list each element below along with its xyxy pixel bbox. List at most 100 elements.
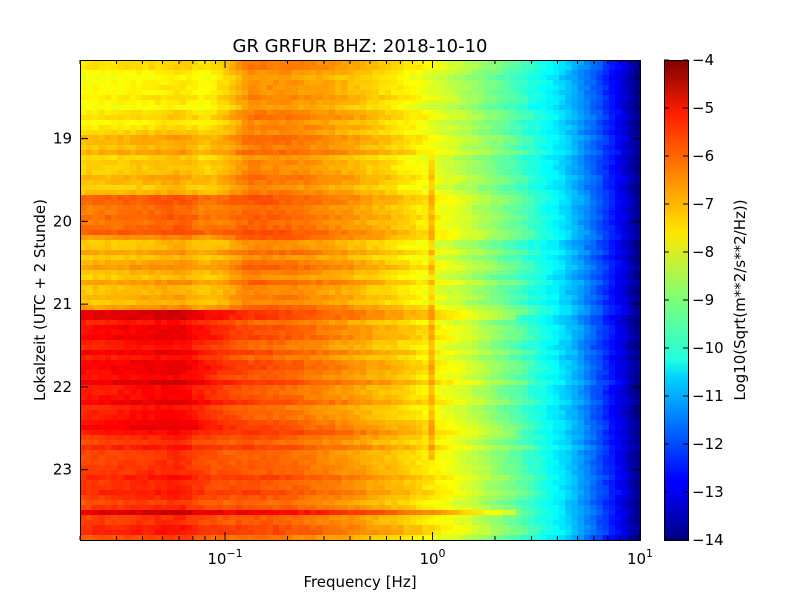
heatmap-cell bbox=[154, 265, 162, 271]
heatmap-cell bbox=[627, 265, 635, 271]
heatmap-cell bbox=[272, 110, 280, 116]
heatmap-cell bbox=[272, 180, 280, 186]
heatmap-cell bbox=[98, 290, 106, 296]
heatmap-cell bbox=[86, 240, 94, 246]
heatmap-cell bbox=[590, 280, 598, 286]
heatmap-cell bbox=[509, 125, 517, 131]
heatmap-cell bbox=[546, 305, 554, 311]
heatmap-cell bbox=[521, 65, 529, 71]
heatmap-cell bbox=[136, 60, 143, 66]
heatmap-cell bbox=[484, 250, 492, 256]
heatmap-cell bbox=[160, 75, 168, 81]
heatmap-cell bbox=[322, 70, 330, 76]
heatmap-cell bbox=[310, 230, 318, 236]
heatmap-cell bbox=[204, 305, 212, 311]
heatmap-cell bbox=[160, 325, 168, 331]
heatmap-cell bbox=[235, 165, 243, 171]
heatmap-cell bbox=[559, 80, 566, 86]
heatmap-cell bbox=[291, 210, 299, 216]
heatmap-cell bbox=[154, 300, 162, 306]
heatmap-cell bbox=[453, 60, 461, 66]
heatmap-cell bbox=[123, 90, 131, 96]
heatmap-cell bbox=[310, 70, 318, 76]
heatmap-cell bbox=[260, 65, 268, 71]
heatmap-cell bbox=[590, 195, 598, 201]
heatmap-cell bbox=[173, 125, 181, 131]
heatmap-cell bbox=[136, 140, 143, 146]
heatmap-cell bbox=[440, 90, 448, 96]
heatmap-cell bbox=[198, 285, 206, 291]
heatmap-cell bbox=[347, 265, 355, 271]
heatmap-cell bbox=[633, 230, 641, 236]
heatmap-cell bbox=[104, 190, 112, 196]
heatmap-cell bbox=[590, 295, 598, 301]
heatmap-cell bbox=[633, 205, 641, 211]
heatmap-cell bbox=[440, 310, 448, 316]
heatmap-cell bbox=[316, 230, 324, 236]
heatmap-cell bbox=[80, 130, 87, 136]
heatmap-cell bbox=[584, 60, 591, 66]
heatmap-cell bbox=[86, 95, 94, 101]
heatmap-cell bbox=[472, 80, 479, 86]
heatmap-cell bbox=[571, 220, 579, 226]
heatmap-cell bbox=[552, 200, 560, 206]
heatmap-cell bbox=[540, 325, 548, 331]
heatmap-cell bbox=[248, 290, 255, 296]
heatmap-cell bbox=[428, 270, 436, 276]
heatmap-cell bbox=[434, 275, 442, 281]
heatmap-cell bbox=[111, 185, 118, 191]
heatmap-cell bbox=[179, 170, 187, 176]
heatmap-cell bbox=[92, 115, 100, 121]
heatmap-cell bbox=[509, 185, 517, 191]
heatmap-cell bbox=[216, 250, 224, 256]
heatmap-cell bbox=[360, 85, 367, 91]
heatmap-cell bbox=[496, 295, 504, 301]
heatmap-cell bbox=[565, 115, 573, 121]
heatmap-cell bbox=[397, 145, 405, 151]
heatmap-cell bbox=[123, 95, 131, 101]
heatmap-cell bbox=[590, 95, 598, 101]
heatmap-cell bbox=[92, 220, 100, 226]
heatmap-cell bbox=[496, 270, 504, 276]
heatmap-cell bbox=[260, 215, 268, 221]
heatmap-cell bbox=[254, 185, 262, 191]
heatmap-cell bbox=[111, 85, 118, 91]
heatmap-cell bbox=[316, 330, 324, 336]
heatmap-cell bbox=[608, 295, 616, 301]
heatmap-cell bbox=[260, 95, 268, 101]
heatmap-cell bbox=[328, 95, 336, 101]
heatmap-cell bbox=[204, 135, 212, 141]
heatmap-cell bbox=[291, 200, 299, 206]
heatmap-cell bbox=[440, 105, 448, 111]
heatmap-cell bbox=[403, 315, 411, 321]
heatmap-cell bbox=[328, 165, 336, 171]
heatmap-cell bbox=[279, 285, 286, 291]
heatmap-cell bbox=[416, 320, 423, 326]
heatmap-cell bbox=[509, 85, 517, 91]
heatmap-cell bbox=[434, 240, 442, 246]
heatmap-cell bbox=[521, 330, 529, 336]
heatmap-cell bbox=[304, 285, 311, 291]
heatmap-cell bbox=[198, 295, 206, 301]
heatmap-cell bbox=[86, 215, 94, 221]
heatmap-cell bbox=[360, 130, 367, 136]
heatmap-cell bbox=[167, 80, 174, 86]
heatmap-cell bbox=[123, 150, 131, 156]
heatmap-cell bbox=[484, 180, 492, 186]
heatmap-cell bbox=[260, 330, 268, 336]
heatmap-cell bbox=[129, 305, 137, 311]
heatmap-cell bbox=[297, 275, 305, 281]
heatmap-cell bbox=[229, 230, 237, 236]
heatmap-cell bbox=[192, 335, 199, 341]
heatmap-cell bbox=[559, 200, 566, 206]
heatmap-cell bbox=[210, 130, 218, 136]
heatmap-cell bbox=[248, 285, 255, 291]
heatmap-cell bbox=[335, 320, 342, 326]
heatmap-cell bbox=[86, 70, 94, 76]
heatmap-cell bbox=[608, 75, 616, 81]
heatmap-cell bbox=[136, 215, 143, 221]
heatmap-cell bbox=[328, 225, 336, 231]
heatmap-cell bbox=[129, 215, 137, 221]
heatmap-cell bbox=[160, 60, 168, 66]
heatmap-cell bbox=[235, 330, 243, 336]
